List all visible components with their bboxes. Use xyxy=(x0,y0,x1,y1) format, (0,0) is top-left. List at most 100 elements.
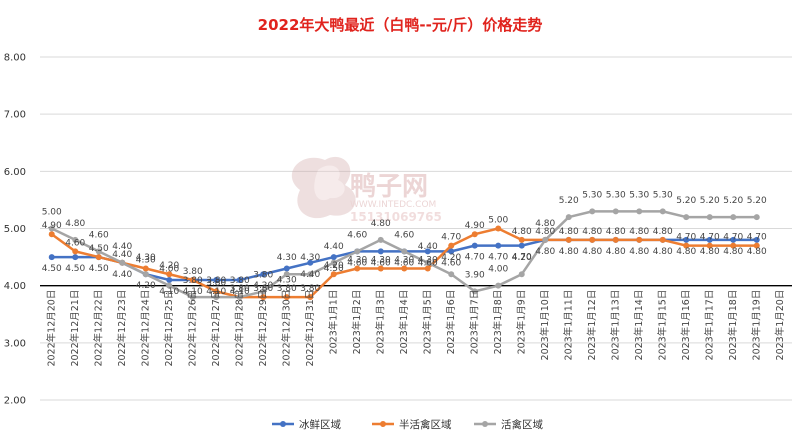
legend-label: 活禽区域 xyxy=(501,418,543,431)
series-2-data-label: 4.90 xyxy=(42,221,62,231)
series-2-point xyxy=(95,254,102,261)
series-3-data-label: 5.30 xyxy=(629,190,649,200)
series-3-point xyxy=(636,208,643,215)
series-3-point xyxy=(330,259,337,266)
x-tick-label: 2023年1月7日 xyxy=(469,290,481,355)
series-2-data-label: 4.40 xyxy=(112,250,132,260)
series-1-point xyxy=(236,276,243,283)
series-1-data-label: 4.80 xyxy=(582,247,602,257)
series-1-point xyxy=(213,276,220,283)
y-tick-label: 3.00 xyxy=(4,338,26,349)
series-3-point xyxy=(95,248,102,255)
series-2-point xyxy=(307,294,314,301)
series-1-point xyxy=(706,236,713,243)
series-2-data-label: 4.30 xyxy=(371,256,391,266)
series-3-point xyxy=(448,271,455,278)
series-3-data-label: 4.20 xyxy=(512,253,532,263)
x-tick-label: 2023年1月1日 xyxy=(328,290,340,355)
series-3-point xyxy=(753,214,760,221)
series-2-point xyxy=(377,265,384,272)
series-3-data-label: 4.00 xyxy=(488,265,508,275)
series-2-data-label: 4.80 xyxy=(629,227,649,237)
x-tick-label: 2023年1月15日 xyxy=(657,290,669,361)
series-2-data-label: 3.80 xyxy=(183,267,203,277)
series-2-point xyxy=(659,236,666,243)
series-3-data-label: 3.80 xyxy=(206,276,226,286)
series-3-point xyxy=(189,294,196,301)
series-3-point xyxy=(354,248,361,255)
series-3-point xyxy=(48,225,55,232)
series-2-data-label: 4.90 xyxy=(465,221,485,231)
legend-swatch-marker xyxy=(482,421,488,427)
series-3-point xyxy=(424,259,431,266)
series-1-data-label: 4.60 xyxy=(394,258,414,268)
series-2-point xyxy=(448,242,455,249)
series-1-data-label: 4.80 xyxy=(676,247,696,257)
series-1-data-label: 4.70 xyxy=(512,253,532,263)
series-3-point xyxy=(612,208,619,215)
series-1-point xyxy=(448,248,455,255)
series-1-data-label: 4.60 xyxy=(418,258,438,268)
x-tick-label: 2023年1月18日 xyxy=(727,290,739,361)
series-1-data-label: 4.50 xyxy=(324,264,344,274)
series-2-point xyxy=(518,236,525,243)
series-1-point xyxy=(753,236,760,243)
series-1-point xyxy=(260,271,267,278)
series-2-data-label: 4.30 xyxy=(394,256,414,266)
y-tick-label: 6.00 xyxy=(4,167,26,178)
series-3-point xyxy=(283,271,290,278)
series-3-point xyxy=(213,294,220,301)
series-2-data-label: 4.20 xyxy=(324,261,344,271)
series-1-data-label: 4.50 xyxy=(89,264,109,274)
x-tick-label: 2022年12月31日 xyxy=(304,290,316,367)
series-2-point xyxy=(730,242,737,249)
series-3-point xyxy=(119,259,126,266)
series-2-data-label: 4.70 xyxy=(723,233,743,243)
series-1-point xyxy=(471,242,478,249)
series-1-data-label: 4.80 xyxy=(559,247,579,257)
chart-title: 2022年大鸭最近（白鸭--元/斤）价格走势 xyxy=(258,16,543,34)
series-2-data-label: 3.80 xyxy=(253,284,273,294)
series-3-data-label: 4.40 xyxy=(324,242,344,252)
x-tick-label: 2023年1月6日 xyxy=(445,290,457,355)
x-tick-label: 2023年1月4日 xyxy=(398,290,410,355)
series-1-data-label: 4.80 xyxy=(747,247,767,257)
series-1-point xyxy=(377,248,384,255)
series-3-point xyxy=(142,271,149,278)
series-1-data-label: 4.10 xyxy=(206,287,226,297)
series-1-data-label: 4.70 xyxy=(465,253,485,263)
series-3-point xyxy=(260,288,267,295)
series-3-point xyxy=(518,271,525,278)
x-tick-label: 2023年1月9日 xyxy=(516,290,528,355)
x-tick-label: 2023年1月10日 xyxy=(539,290,551,361)
series-3-point xyxy=(730,214,737,221)
series-1-data-label: 4.80 xyxy=(629,247,649,257)
series-3-data-label: 4.20 xyxy=(441,253,461,263)
series-1-point xyxy=(48,254,55,261)
series-2-data-label: 4.30 xyxy=(347,256,367,266)
series-1-data-label: 4.10 xyxy=(183,287,203,297)
legend-swatch-marker xyxy=(280,421,286,427)
series-1-data-label: 4.60 xyxy=(347,258,367,268)
series-3-point xyxy=(72,236,79,243)
series-2-data-label: 4.80 xyxy=(535,227,555,237)
x-tick-label: 2023年1月17日 xyxy=(704,290,716,361)
series-2-data-label: 4.20 xyxy=(159,261,179,271)
x-tick-label: 2023年1月13日 xyxy=(610,290,622,361)
series-points xyxy=(48,208,760,301)
series-2-data-label: 5.00 xyxy=(488,216,508,226)
series-3-data-label: 4.80 xyxy=(371,219,391,229)
x-tick-label: 2022年12月28日 xyxy=(234,290,246,367)
series-2-data-label: 4.80 xyxy=(653,227,673,237)
series-1-data-label: 4.80 xyxy=(700,247,720,257)
y-axis-ticks: 2.00 3.00 4.00 5.00 6.00 7.00 8.00 xyxy=(4,53,26,407)
x-tick-label: 2022年12月27日 xyxy=(210,290,222,367)
y-tick-label: 7.00 xyxy=(4,110,26,121)
series-2-point xyxy=(424,265,431,272)
series-3-data-label: 3.80 xyxy=(183,276,203,286)
series-2-point xyxy=(166,271,173,278)
series-2-point xyxy=(401,265,408,272)
series-2-point xyxy=(636,236,643,243)
series-2-point xyxy=(283,294,290,301)
series-1-point xyxy=(307,259,314,266)
